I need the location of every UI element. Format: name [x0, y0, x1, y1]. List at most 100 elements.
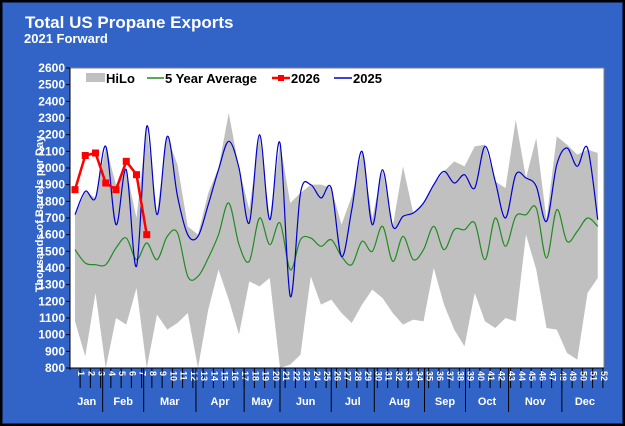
week-label: 2 — [86, 371, 96, 376]
month-label: Aug — [389, 396, 410, 408]
series-2026-point — [112, 186, 120, 194]
week-label: 42 — [496, 371, 506, 381]
week-label: 24 — [312, 371, 322, 381]
month-label: Feb — [113, 396, 133, 408]
week-label: 33 — [404, 371, 414, 381]
series-2026-point — [122, 157, 130, 165]
y-tick-label: 1300 — [38, 278, 65, 292]
week-label: 52 — [599, 371, 609, 381]
y-tick-label: 1200 — [38, 294, 65, 308]
week-label: 34 — [414, 371, 424, 381]
week-label: 35 — [425, 371, 435, 381]
week-label: 10 — [168, 371, 178, 381]
week-label: 50 — [578, 371, 588, 381]
y-tick-label: 2200 — [38, 128, 65, 142]
week-label: 49 — [568, 371, 578, 381]
week-label: 26 — [332, 371, 342, 381]
series-2025-line — [74, 125, 599, 298]
month-label: Nov — [525, 396, 547, 408]
week-label: 44 — [517, 371, 527, 381]
series-2026-point — [92, 149, 99, 157]
week-label: 38 — [455, 371, 465, 381]
y-tick-label: 2500 — [38, 78, 65, 92]
y-tick-label: 1500 — [38, 244, 65, 258]
week-label: 12 — [189, 371, 199, 381]
week-label: 7 — [138, 371, 148, 376]
y-tick-label: 2000 — [38, 161, 65, 175]
y-tick-label: 1400 — [38, 261, 65, 275]
y-tick-label: 1900 — [38, 178, 65, 192]
week-label: 36 — [435, 371, 445, 381]
week-label: 27 — [343, 371, 353, 381]
y-tick-label: 1700 — [38, 211, 65, 225]
week-label: 40 — [476, 371, 486, 381]
month-label: Jun — [296, 396, 316, 408]
week-label: 21 — [281, 371, 291, 381]
month-label: Dec — [575, 396, 595, 408]
week-label: 23 — [302, 371, 312, 381]
month-label: Oct — [478, 396, 497, 408]
week-label: 37 — [445, 371, 455, 381]
plot-group — [71, 113, 599, 368]
week-label: 9 — [158, 371, 168, 376]
y-tick-label: 900 — [45, 344, 65, 358]
month-label: Jul — [345, 396, 361, 408]
month-label: Mar — [160, 396, 180, 408]
month-label: Apr — [211, 396, 231, 408]
week-label: 45 — [527, 371, 537, 381]
week-label: 43 — [507, 371, 517, 381]
week-label: 32 — [394, 371, 404, 381]
series-2026-point — [81, 152, 89, 159]
week-label: 8 — [148, 371, 158, 376]
week-label: 6 — [127, 371, 137, 376]
week-label: 25 — [322, 371, 332, 381]
week-label: 16 — [230, 371, 240, 381]
week-label: 15 — [220, 371, 230, 381]
week-label: 14 — [209, 371, 219, 381]
series-2026-point — [143, 231, 151, 239]
week-label: 39 — [466, 371, 476, 381]
week-label: 4 — [107, 371, 117, 376]
y-tick-label: 2100 — [38, 144, 65, 158]
week-label: 41 — [486, 371, 496, 381]
week-label: 48 — [558, 371, 568, 381]
chart-subtitle: 2021 Forward — [24, 31, 108, 46]
y-tick-label: 2400 — [38, 94, 65, 108]
week-label: 51 — [589, 371, 599, 381]
month-label: May — [251, 396, 273, 408]
week-label: 3 — [97, 371, 107, 376]
week-label: 22 — [291, 371, 301, 381]
week-label: 17 — [240, 371, 250, 381]
month-label: Sep — [435, 396, 455, 408]
week-label: 28 — [353, 371, 363, 381]
legend-average-label: 5 Year Average — [165, 71, 257, 86]
y-tick-label: 800 — [45, 361, 65, 375]
week-label: 31 — [384, 371, 394, 381]
y-tick-label: 2600 — [38, 61, 65, 75]
y-tick-label: 2300 — [38, 111, 65, 125]
series-2026-point — [102, 179, 110, 187]
month-label: Jan — [77, 396, 96, 408]
week-label: 20 — [271, 371, 281, 381]
week-label: 47 — [548, 371, 558, 381]
week-label: 18 — [250, 371, 260, 381]
five-year-average-line — [74, 202, 599, 281]
week-label: 5 — [117, 371, 127, 376]
week-label: 11 — [179, 371, 189, 381]
week-label: 29 — [363, 371, 373, 381]
week-label: 13 — [199, 371, 209, 381]
legend-hilo-swatch — [86, 73, 105, 82]
legend-2026-label: 2026 — [291, 71, 320, 86]
week-label: 1 — [76, 371, 86, 376]
y-tick-label: 1100 — [39, 311, 65, 325]
week-label: 19 — [261, 371, 271, 381]
chart-title: Total US Propane Exports — [25, 13, 234, 32]
y-tick-label: 1800 — [38, 194, 65, 208]
week-label: 46 — [537, 371, 547, 381]
series-2026-point — [133, 171, 140, 179]
legend-2025-label: 2025 — [353, 71, 382, 86]
legend-2026-marker — [278, 75, 284, 81]
y-tick-label: 1000 — [38, 328, 65, 342]
y-tick-label: 1600 — [38, 228, 65, 242]
